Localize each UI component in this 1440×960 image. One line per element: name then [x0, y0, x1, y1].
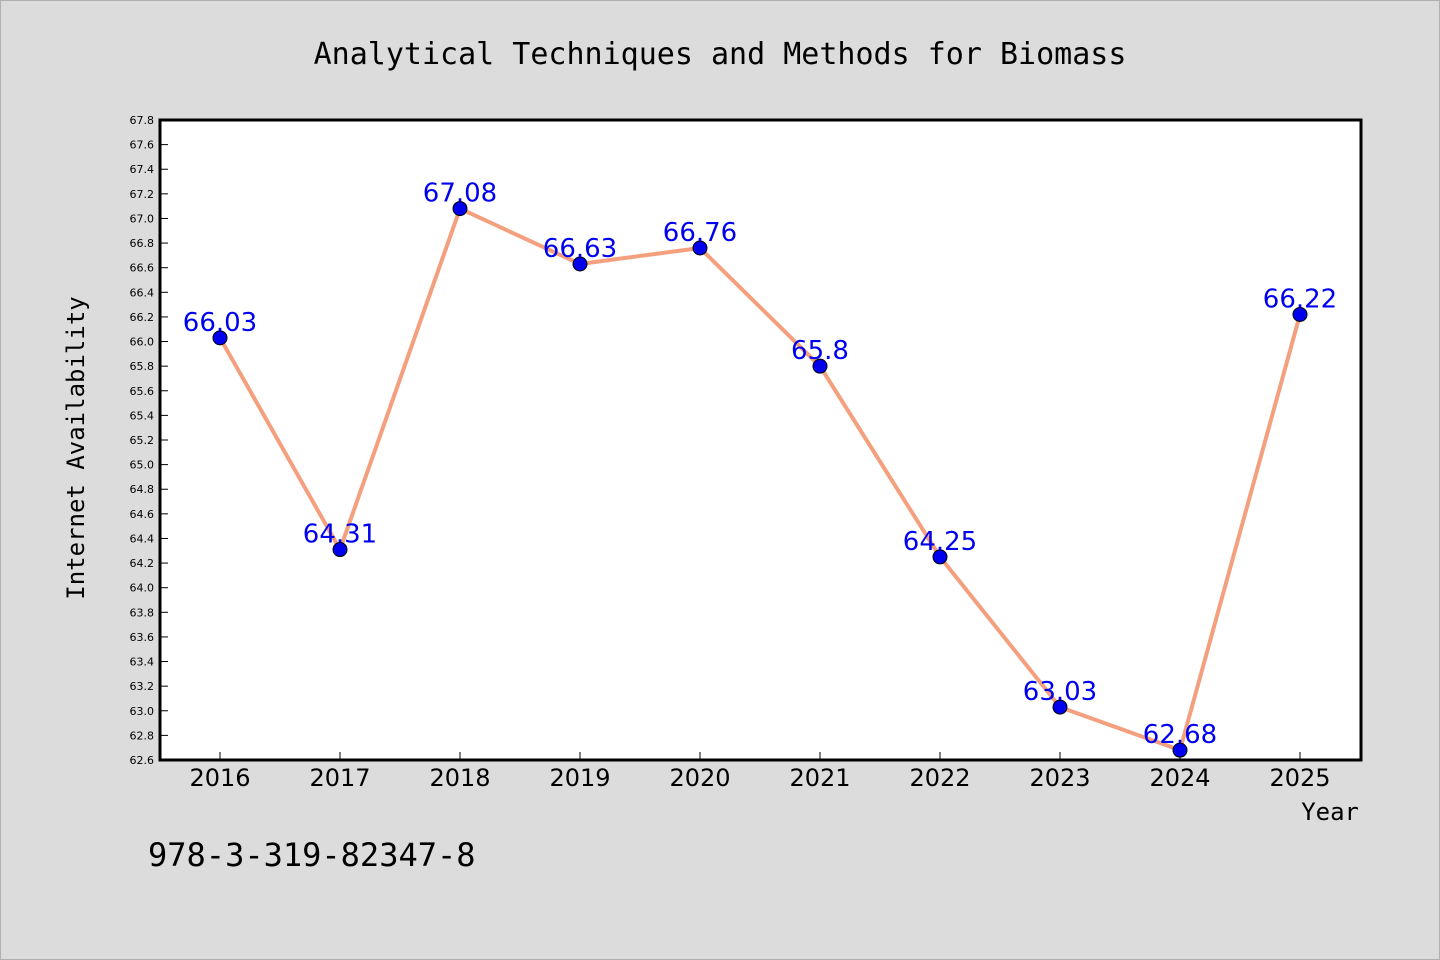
y-tick-label: 64.8: [130, 483, 155, 496]
data-point: [1292, 306, 1308, 322]
y-tick-label: 65.6: [130, 385, 155, 398]
x-tick-label: 2018: [429, 764, 490, 792]
data-point: [692, 240, 708, 256]
y-tick-label: 67.4: [130, 163, 155, 176]
y-tick-label: 66.4: [130, 286, 155, 299]
y-tick-label: 67.0: [130, 212, 155, 225]
y-tick-label: 66.0: [130, 336, 155, 349]
x-tick-label: 2021: [789, 764, 850, 792]
data-label: 64.25: [903, 527, 977, 557]
chart-title: Analytical Techniques and Methods for Bi…: [314, 37, 1127, 72]
x-tick-label: 2020: [669, 764, 730, 792]
data-labels: 66.03 64.31 67.08 66.63 66.76 65.8 64.25 63.03 6…: [183, 179, 1337, 751]
data-point: [1052, 699, 1068, 715]
y-tick-label: 62.8: [130, 729, 155, 742]
y-tick-label: 65.8: [130, 360, 155, 373]
y-tick-label: 67.8: [130, 114, 155, 127]
data-label: 66.63: [543, 234, 617, 264]
y-tick-label: 67.6: [130, 139, 155, 152]
x-tick-label: 2024: [1149, 764, 1210, 792]
data-point: [332, 542, 348, 558]
data-point: [932, 549, 948, 565]
plot-area: [160, 120, 1361, 760]
y-tick-label: 65.0: [130, 459, 155, 472]
data-point: [1172, 742, 1188, 758]
series-line: [218, 206, 1302, 753]
data-point: [572, 256, 588, 272]
y-tick-label: 63.8: [130, 606, 155, 619]
y-tick-label: 63.0: [130, 705, 155, 718]
y-tick-label: 63.4: [130, 656, 155, 669]
y-tick-label: 64.0: [130, 582, 155, 595]
y-tick-label: 66.6: [130, 262, 155, 275]
data-point: [212, 330, 228, 346]
x-axis: 2016 2017 2018 2019 2020 2021 2022 2023 2024 2025: [189, 752, 1331, 792]
data-label: 67.08: [423, 179, 497, 209]
x-axis-title: Year: [1301, 798, 1359, 826]
data-label: 66.03: [183, 308, 257, 338]
isbn-text: 978-3-319-82347-8: [148, 836, 476, 874]
x-tick-label: 2022: [909, 764, 970, 792]
x-tick-label: 2025: [1269, 764, 1330, 792]
y-tick-label: 64.2: [130, 557, 155, 570]
y-tick-label: 64.6: [130, 508, 155, 521]
data-label: 66.22: [1263, 284, 1337, 314]
y-tick-label: 64.4: [130, 532, 155, 545]
y-tick-label: 66.2: [130, 311, 155, 324]
data-point: [452, 201, 468, 217]
y-tick-label: 65.2: [130, 434, 155, 447]
y-axis-title: Internet Availability: [62, 296, 90, 599]
y-tick-label: 63.2: [130, 680, 155, 693]
y-tick-label: 67.2: [130, 188, 155, 201]
y-tick-label: 62.6: [130, 754, 155, 767]
data-label: 63.03: [1023, 677, 1097, 707]
x-tick-label: 2023: [1029, 764, 1090, 792]
y-tick-label: 65.4: [130, 409, 155, 422]
data-label: 62.68: [1143, 720, 1217, 750]
x-tick-label: 2016: [189, 764, 250, 792]
data-label: 65.8: [791, 336, 849, 366]
y-tick-label: 66.8: [130, 237, 155, 250]
plot-frame: [158, 118, 1363, 762]
y-tick-label: 63.6: [130, 631, 155, 644]
data-point: [812, 358, 828, 374]
x-tick-label: 2019: [549, 764, 610, 792]
x-tick-label: 2017: [309, 764, 370, 792]
series-markers: [212, 201, 1308, 758]
data-label: 66.76: [663, 218, 737, 248]
data-label: 64.31: [303, 520, 377, 550]
